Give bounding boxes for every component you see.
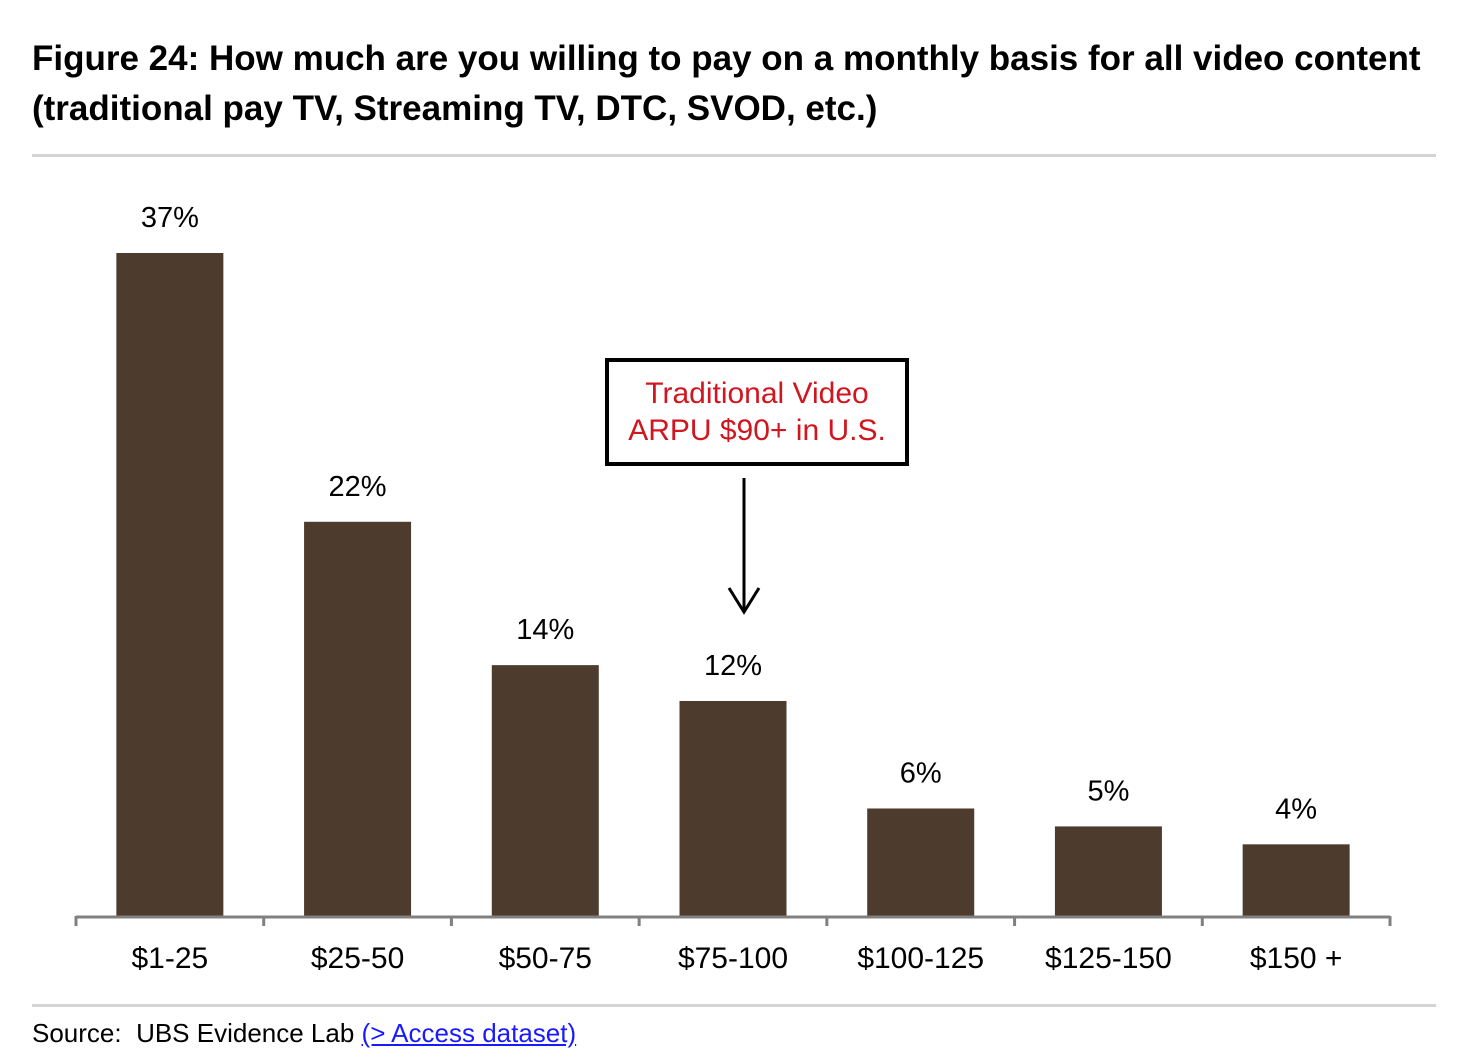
callout-box: Traditional Video ARPU $90+ in U.S. <box>605 358 909 466</box>
data-label-2: 22% <box>329 471 387 503</box>
bar-4 <box>679 700 787 916</box>
data-label-4: 12% <box>704 650 762 682</box>
callout-arrow-head <box>727 587 761 615</box>
callout-line-2: ARPU $90+ in U.S. <box>628 414 886 447</box>
bar-2 <box>304 521 412 916</box>
source-note: Source: UBS Evidence Lab (> Access datas… <box>32 1015 576 1051</box>
bars-group <box>116 253 1350 916</box>
bar-1 <box>116 253 224 916</box>
data-label-1: 37% <box>141 202 199 234</box>
x-tick-label-7: $150 + <box>1250 942 1343 975</box>
bar-6 <box>1054 826 1162 916</box>
data-label-5: 6% <box>900 757 942 789</box>
x-tick-label-1: $1-25 <box>131 942 208 975</box>
x-tick-labels-group: $1-25 $25-50 $50-75 $75-100 $100-125 $125-150… <box>131 942 1342 975</box>
bar-7 <box>1242 844 1350 916</box>
bar-5 <box>867 808 975 916</box>
x-tick-label-5: $100-125 <box>857 942 984 975</box>
x-axis <box>74 915 1392 926</box>
bar-chart: 37% 22% 14% 12% 6% 5% 4% $1-25 $25-50 $50-75 $75-… <box>74 202 1392 975</box>
chart-title: Figure 24: How much are you willing to p… <box>32 39 1421 128</box>
data-label-7: 4% <box>1275 793 1317 825</box>
callout-line-1: Traditional Video <box>645 377 869 410</box>
source-label: Source: <box>32 1018 122 1048</box>
access-dataset-link[interactable]: (> Access dataset) <box>361 1018 577 1048</box>
bottom-divider <box>32 1004 1436 1007</box>
x-tick-label-6: $125-150 <box>1045 942 1172 975</box>
x-tick-label-2: $25-50 <box>311 942 404 975</box>
top-divider <box>32 154 1436 157</box>
bar-3 <box>491 665 599 916</box>
data-label-6: 5% <box>1087 775 1129 807</box>
callout-arrow <box>727 478 761 615</box>
data-labels-group: 37% 22% 14% 12% 6% 5% 4% <box>141 202 1317 825</box>
data-label-3: 14% <box>516 614 574 646</box>
x-tick-label-4: $75-100 <box>678 942 788 975</box>
x-tick-label-3: $50-75 <box>499 942 592 975</box>
source-text: UBS Evidence Lab <box>136 1018 355 1048</box>
